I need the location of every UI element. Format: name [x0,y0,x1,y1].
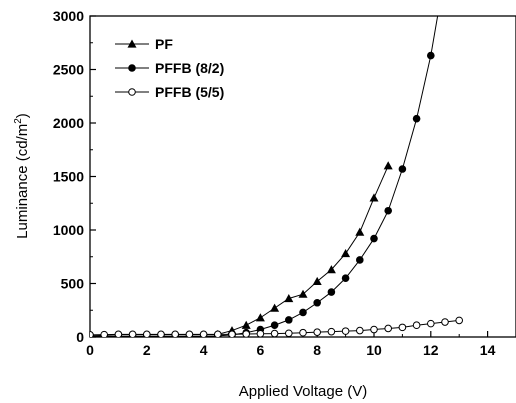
legend-marker-pffb-5-5 [128,88,136,96]
data-point-pffb-5-5 [327,327,336,336]
data-point-pffb-5-5 [427,319,435,328]
data-point-pffb-5-5 [256,329,265,337]
legend: PF PFFB (8/2) PFFB (5/5) [115,36,224,100]
x-axis-title: Applied Voltage (V) [239,383,367,400]
data-point-pffb-5-5 [270,329,279,337]
data-point-pffb-5-5 [242,330,250,337]
y-tick-label: 2500 [53,62,84,78]
y-tick-label: 0 [76,329,84,345]
data-point-pffb-8-2 [427,51,435,60]
data-point-pffb-5-5 [398,323,407,332]
data-point-pffb-5-5 [214,330,222,337]
data-point-pffb-5-5 [455,316,464,325]
x-tick-label: 14 [480,342,496,358]
data-point-pf [270,303,280,312]
data-point-pffb-5-5 [100,330,108,337]
legend-marker-pffb-8-2 [128,64,136,72]
data-point-pffb-5-5 [441,318,449,326]
series-layer [90,16,464,337]
data-point-pffb-8-2 [327,288,336,296]
data-point-pf [341,249,351,258]
data-point-pffb-5-5 [157,330,165,337]
series-pffb-8-2 [90,16,439,337]
data-point-pffb-5-5 [299,328,307,337]
y-axis-title-close: ) [14,113,31,118]
y-tick-label: 2000 [53,115,84,131]
data-point-pffb-8-2 [398,165,407,173]
y-tick-label: 500 [61,276,85,292]
data-point-pffb-5-5 [341,327,350,335]
x-tick-label: 6 [257,342,265,358]
data-point-pffb-8-2 [341,274,350,282]
data-point-pffb-5-5 [384,324,393,333]
data-point-pf [383,161,393,170]
legend-label-pffb-5-5: PFFB (5/5) [155,84,224,100]
y-axis-title: Luminance (cd/m2) [13,113,31,239]
data-point-pf [312,276,322,285]
series-line-pf [90,165,389,337]
data-point-pffb-5-5 [285,329,293,337]
legend-label-pf: PF [155,36,173,52]
data-point-pf [369,193,379,202]
data-point-pf [284,293,294,303]
y-axis-title-superscript: 2 [13,118,24,124]
data-point-pffb-8-2 [313,298,322,307]
data-point-pffb-5-5 [143,330,151,337]
data-point-pffb-8-2 [356,256,364,264]
data-point-pffb-5-5 [171,330,179,337]
legend-label-pffb-8-2: PFFB (8/2) [155,60,224,76]
data-point-pffb-5-5 [356,326,364,335]
data-point-pffb-5-5 [199,330,208,337]
x-tick-label: 2 [143,342,151,358]
data-point-pffb-5-5 [114,330,123,337]
data-point-pffb-8-2 [384,206,393,215]
y-axis-title-main: Luminance (cd/m [14,124,31,239]
plot-frame [89,15,516,338]
x-tick-label: 8 [313,342,321,358]
axis-ticks: 0 2 4 6 8 10 12 14 0 500 1000 1500 2000 2500 3000 [53,8,496,358]
data-point-pffb-5-5 [90,331,94,337]
y-tick-label: 3000 [53,8,84,24]
data-point-pffb-8-2 [412,114,421,123]
x-tick-label: 10 [366,342,382,358]
data-point-pffb-5-5 [128,330,137,337]
legend-marker-pf [127,39,137,48]
data-point-pffb-5-5 [370,325,378,334]
data-point-pffb-5-5 [313,328,322,336]
data-point-pffb-8-2 [370,234,378,243]
data-point-pffb-5-5 [412,321,421,330]
x-tick-label: 0 [86,342,94,358]
data-point-pf [255,313,265,322]
series-pffb-5-5 [90,316,464,337]
y-tick-label: 1000 [53,222,84,238]
data-point-pffb-8-2 [299,308,307,317]
x-tick-label: 4 [200,342,208,358]
data-point-pf [355,227,365,236]
data-point-pf [241,320,251,329]
data-point-pf [298,289,308,298]
x-tick-label: 12 [423,342,439,358]
data-point-pffb-5-5 [228,330,236,337]
data-point-pffb-5-5 [185,330,194,337]
data-point-pffb-8-2 [270,321,279,330]
data-point-pf [326,265,336,274]
data-point-pffb-8-2 [285,316,293,324]
y-tick-label: 1500 [53,169,84,185]
series-pf [90,161,393,337]
